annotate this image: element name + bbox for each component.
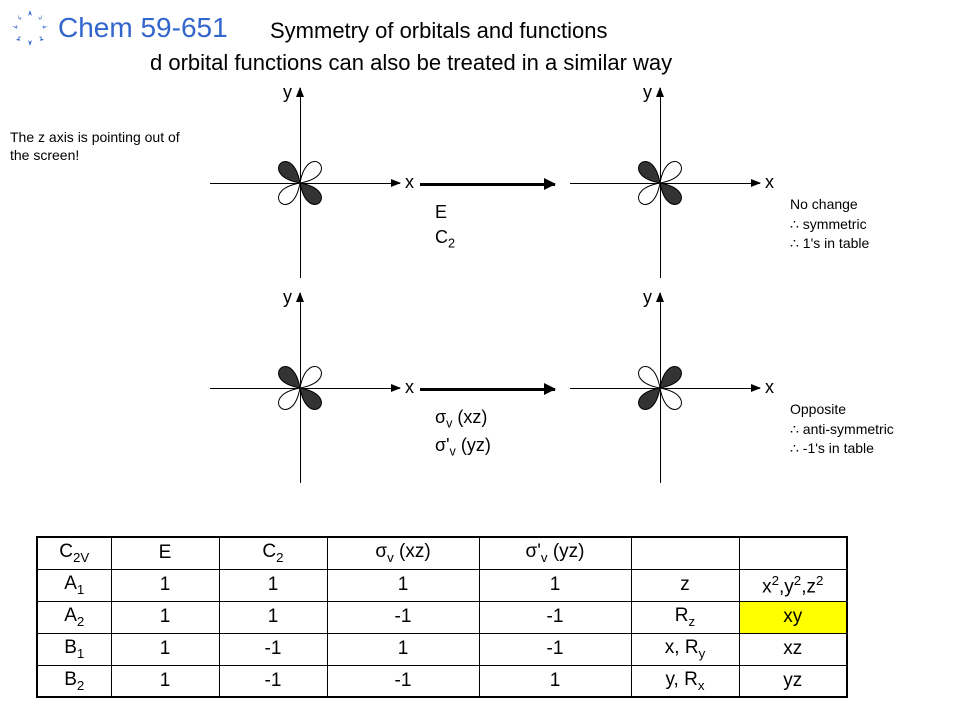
irrep-label: A1 [37, 569, 111, 601]
x-label: x [405, 377, 414, 398]
table-row: A2 1 1 -1 -1 Rz xy [37, 601, 847, 633]
table-cell: 1 [327, 633, 479, 665]
table-cell: -1 [479, 601, 631, 633]
operation-arrow [420, 388, 555, 391]
z-axis-note: The z axis is pointing out of the screen… [10, 128, 180, 164]
table-cell: x2,y2,z2 [739, 569, 847, 601]
y-label: y [283, 82, 292, 103]
table-header-row: C2V E C2 σv (xz) σ'v (yz) [37, 537, 847, 569]
table-cell: -1 [219, 633, 327, 665]
x-label: x [765, 172, 774, 193]
irrep-label: B1 [37, 633, 111, 665]
table-header-cell: E [111, 537, 219, 569]
table-cell: 1 [111, 569, 219, 601]
subtitle: d orbital functions can also be treated … [150, 50, 672, 76]
result-top: No change ∴ symmetric ∴ 1's in table [790, 195, 945, 254]
y-label: y [283, 287, 292, 308]
table-header-cell [739, 537, 847, 569]
table-cell: 1 [219, 569, 327, 601]
table-cell: 1 [219, 601, 327, 633]
table-cell: y, Rx [631, 665, 739, 697]
x-label: x [765, 377, 774, 398]
dxy-orbital-inverted-icon [608, 336, 712, 440]
table-cell: -1 [327, 601, 479, 633]
table-header-cell: σv (xz) [327, 537, 479, 569]
leaf-icon [10, 8, 50, 48]
table-cell: 1 [327, 569, 479, 601]
table-header-cell [631, 537, 739, 569]
table-cell: 1 [479, 665, 631, 697]
operation-arrow [420, 183, 555, 186]
x-label: x [405, 172, 414, 193]
table-cell: -1 [219, 665, 327, 697]
header: Chem 59-651 [10, 8, 228, 48]
dxy-orbital-icon [248, 336, 352, 440]
y-label: y [643, 82, 652, 103]
table-cell: xz [739, 633, 847, 665]
y-label: y [643, 287, 652, 308]
table-header-cell: C2 [219, 537, 327, 569]
operation-label-top: E C2 [435, 200, 455, 253]
table-header-cell: C2V [37, 537, 111, 569]
result-bottom: Opposite ∴ anti-symmetric ∴ -1's in tabl… [790, 400, 945, 459]
dxy-orbital-icon [608, 131, 712, 235]
table-cell: 1 [111, 665, 219, 697]
table-cell: x, Ry [631, 633, 739, 665]
table-cell-highlighted: xy [739, 601, 847, 633]
table-cell: -1 [479, 633, 631, 665]
table-cell: yz [739, 665, 847, 697]
course-code: Chem 59-651 [58, 12, 228, 44]
irrep-label: B2 [37, 665, 111, 697]
dxy-orbital-icon [248, 131, 352, 235]
operation-label-bottom: σv (xz) σ'v (yz) [435, 405, 491, 461]
table-cell: 1 [111, 633, 219, 665]
page-title: Symmetry of orbitals and functions [270, 18, 607, 44]
table-row: B1 1 -1 1 -1 x, Ry xz [37, 633, 847, 665]
table-row: B2 1 -1 -1 1 y, Rx yz [37, 665, 847, 697]
table-cell: Rz [631, 601, 739, 633]
table-cell: -1 [327, 665, 479, 697]
table-cell: 1 [479, 569, 631, 601]
table-cell: z [631, 569, 739, 601]
table-row: A1 1 1 1 1 z x2,y2,z2 [37, 569, 847, 601]
irrep-label: A2 [37, 601, 111, 633]
table-header-cell: σ'v (yz) [479, 537, 631, 569]
character-table: C2V E C2 σv (xz) σ'v (yz) A1 1 1 1 1 z x… [36, 536, 848, 698]
table-cell: 1 [111, 601, 219, 633]
